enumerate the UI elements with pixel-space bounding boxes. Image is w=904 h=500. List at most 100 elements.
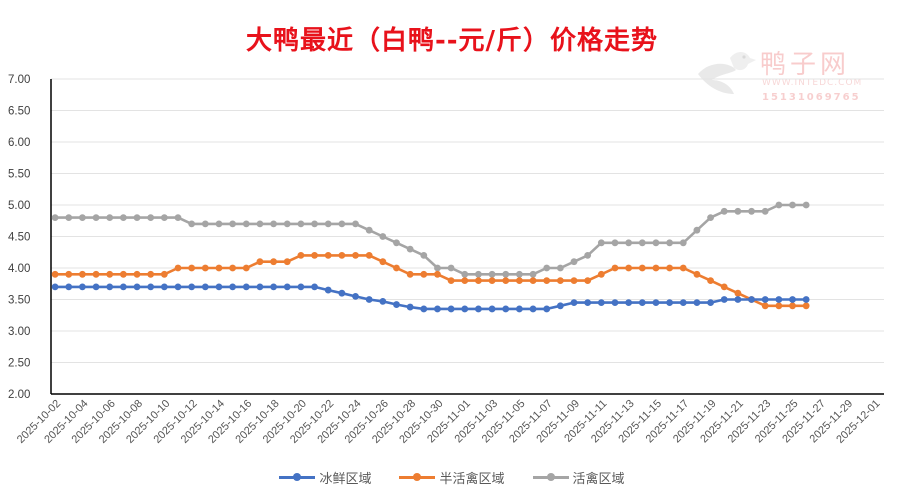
data-point (51, 214, 59, 222)
data-point (147, 214, 155, 222)
data-point (652, 239, 660, 247)
data-point (133, 270, 141, 278)
duck-logo-icon (698, 52, 756, 94)
data-point (201, 283, 209, 291)
data-point (338, 289, 346, 297)
data-point (584, 299, 592, 307)
legend-item: 半活禽区域 (399, 468, 505, 487)
data-point (297, 283, 305, 291)
data-point (119, 283, 127, 291)
data-point (215, 220, 223, 228)
data-point (638, 239, 646, 247)
data-point (707, 277, 714, 284)
data-point (65, 270, 73, 278)
data-point (570, 299, 578, 307)
data-point (393, 239, 400, 247)
data-point (297, 252, 305, 259)
data-point (311, 252, 318, 259)
data-point (256, 258, 264, 266)
data-point (693, 299, 701, 307)
watermark-name: 鸭子网 (760, 50, 851, 80)
data-point (748, 296, 755, 303)
data-point (324, 286, 332, 294)
data-point (611, 239, 619, 247)
series-line (55, 285, 807, 311)
y-tick-label: 7.00 (8, 74, 30, 86)
data-point (174, 214, 182, 222)
data-point (365, 296, 373, 303)
watermark-phone: 15131069765 (762, 92, 861, 103)
data-point (147, 270, 155, 278)
data-point (352, 252, 359, 259)
data-point (311, 283, 318, 291)
data-point (802, 201, 810, 209)
data-point (324, 252, 332, 259)
data-point (611, 299, 619, 307)
data-point (488, 270, 496, 278)
data-point (666, 264, 674, 272)
data-point (420, 305, 428, 313)
y-tick-label: 2.50 (8, 358, 30, 370)
legend-item: 活禽区域 (532, 468, 625, 487)
data-point (160, 283, 168, 291)
data-point (502, 305, 510, 313)
legend-label: 活禽区域 (572, 472, 625, 487)
data-point (775, 302, 783, 310)
line-chart: 7.00 6.50 6.00 5.50 5.00 4.50 4.00 3.50 3.00 2.50… (8, 74, 884, 446)
data-point (174, 283, 182, 291)
data-point (406, 245, 414, 253)
data-point (215, 283, 223, 291)
data-point (775, 296, 783, 303)
data-point (543, 264, 551, 272)
data-point (693, 270, 701, 278)
data-point (379, 258, 387, 266)
data-point (133, 214, 141, 222)
chart-legend: 冰鲜区域 半活禽区域 活禽区域 (0, 468, 904, 487)
data-point (447, 264, 455, 272)
data-point (666, 299, 674, 307)
data-point (475, 277, 482, 284)
data-point (119, 214, 127, 222)
data-point (570, 277, 578, 284)
data-point (597, 239, 605, 247)
data-point (502, 277, 510, 284)
data-point (761, 207, 769, 215)
data-point (242, 283, 250, 291)
data-point (92, 283, 100, 291)
data-point (475, 305, 482, 313)
data-point (502, 270, 510, 278)
data-point (488, 305, 496, 313)
data-point (625, 264, 633, 272)
data-point (201, 264, 209, 272)
y-tick-label: 5.50 (8, 169, 30, 181)
watermark-logo: 鸭子网 WWW.INTEDC.COM 15131069765 (690, 40, 880, 110)
data-point (256, 283, 264, 291)
legend-item: 冰鲜区域 (279, 468, 371, 487)
data-point (475, 270, 482, 278)
legend-line-marker-icon (532, 473, 569, 481)
data-point (720, 207, 728, 215)
data-point (638, 299, 646, 307)
data-point (229, 264, 237, 272)
data-point (379, 297, 387, 305)
data-point (789, 201, 796, 209)
data-point (92, 270, 100, 278)
data-point (707, 214, 714, 222)
y-tick-label: 2.00 (8, 389, 30, 401)
data-point (283, 283, 291, 291)
chart-title: 大鸭最近（白鸭--元/斤）价格走势 (245, 26, 659, 56)
data-point (79, 214, 86, 222)
y-tick-label: 3.50 (8, 295, 30, 307)
data-point (256, 220, 264, 228)
data-point (597, 270, 605, 278)
data-point (775, 201, 783, 209)
data-point (761, 302, 769, 310)
data-point (283, 258, 291, 266)
data-point (106, 214, 114, 222)
data-point (352, 292, 359, 300)
data-point (393, 301, 400, 308)
data-point (229, 283, 237, 291)
data-point (447, 277, 455, 284)
data-point (488, 277, 496, 284)
data-point (420, 270, 428, 278)
